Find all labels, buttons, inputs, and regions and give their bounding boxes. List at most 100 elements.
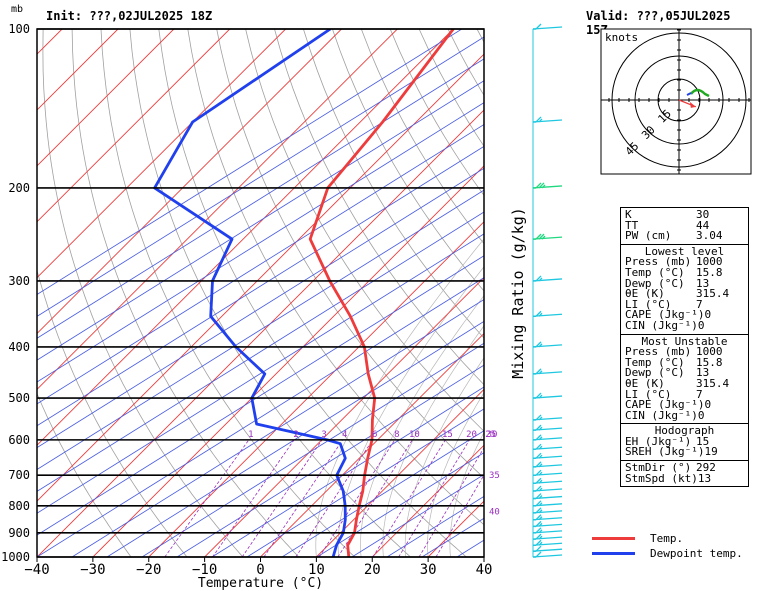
temperature-tick-label: −10 (192, 562, 217, 578)
blue-reference-line (37, 255, 484, 536)
lowest-level-row: CAPE (Jkg⁻¹) 0 (625, 310, 744, 321)
dry-adiabat (129, 29, 411, 557)
lowest-level-value: 1000 (696, 255, 723, 269)
most-unstable-row: θE (K) 315.4 (625, 376, 744, 390)
dry-adiabat (216, 29, 484, 479)
lowest-level-label: Temp (°C) (625, 265, 685, 279)
blue-reference-line (37, 102, 484, 383)
hodograph-label: EH (Jkg⁻¹) (625, 434, 692, 448)
isotherm (260, 332, 484, 557)
plot-frame (36, 28, 485, 558)
isotherm (37, 29, 231, 223)
most-unstable-row: LI (°C) 7 (625, 387, 744, 401)
storm-motion-section: StmDir (°) 292 StmSpd (kt) 13 (621, 461, 748, 486)
isotherm (37, 29, 342, 335)
lowest-level-section: Lowest level Press (mb) 1000 Temp (°C) 15.8… (621, 245, 748, 335)
mixing-ratio-line (398, 439, 470, 557)
wind-barb (532, 533, 563, 540)
dry-adiabat (187, 29, 484, 526)
theta-e-mark-label: 35 (489, 471, 500, 481)
isotherm (37, 29, 175, 167)
valid-time: Valid: ???,05JUL2025 15Z (586, 9, 731, 37)
most-unstable-row: CAPE (Jkg⁻¹) 0 (625, 398, 744, 412)
wind-barb (532, 182, 563, 189)
hodograph-trace (690, 88, 710, 98)
mixing-ratio-tick-label: 8 (394, 430, 399, 440)
wind-barb (532, 341, 563, 348)
wind-barb (532, 514, 563, 521)
wind-barb (532, 507, 563, 514)
wind-barb (532, 545, 563, 552)
mixing-ratio-tick-label: 30 (487, 430, 498, 440)
wind-barb (532, 392, 563, 399)
isotherm (37, 53, 484, 502)
blue-reference-line (141, 342, 484, 557)
blue-reference-line (316, 452, 484, 557)
most-unstable-value: 7 (696, 387, 703, 401)
lowest-level-title: Lowest level (644, 244, 725, 258)
blue-reference-line (37, 145, 484, 427)
lowest-level-value: 13 (696, 276, 710, 290)
mixing-ratio-line (164, 439, 250, 557)
pressure-tick-label: 1000 (1, 550, 30, 564)
wind-barb (532, 452, 563, 459)
lowest-level-value: 15.8 (696, 265, 723, 279)
index-row: K 30 (625, 208, 744, 221)
lowest-level-label: θE (K) (625, 287, 665, 301)
wind-barb (532, 493, 563, 500)
isotherm (37, 109, 484, 557)
index-row: PW (cm) 3.04 (625, 230, 744, 242)
index-value: 30 (696, 208, 710, 221)
legend: Temp. Dewpoint temp. (592, 531, 743, 561)
init-time: Init: ???,02JUL2025 18Z (46, 9, 213, 23)
wind-barb (532, 485, 563, 492)
isotherm (148, 221, 484, 557)
wind-barb (532, 520, 563, 528)
isotherm (316, 388, 484, 557)
pressure-tick-label: 200 (8, 181, 30, 195)
pressure-tick-label: 800 (8, 499, 30, 513)
dry-adiabat (158, 29, 467, 557)
mixing-ratio-axis-label: Mixing Ratio (g/kg) (509, 207, 527, 379)
mixing-ratio-tick-label: 2 (293, 430, 298, 440)
mixing-ratio-tick-label: 25 (485, 430, 496, 440)
wind-barb (532, 424, 563, 431)
theta-e-mark-label: 40 (489, 507, 500, 517)
blue-reference-line (37, 124, 484, 405)
dry-adiabat (37, 268, 188, 557)
wind-barb (532, 434, 563, 441)
hodograph-row: SREH (Jkg⁻¹) 19 (625, 447, 744, 458)
temperature-tick-label: 20 (364, 562, 381, 578)
mixing-ratio-line (435, 474, 484, 557)
storm-motion-row: StmDir (°) 292 (625, 461, 744, 475)
storm-motion-row: StmSpd (kt) 13 (625, 473, 744, 485)
hodograph-section: Hodograph EH (Jkg⁻¹) 15 SREH (Jkg⁻¹) 19 (621, 424, 748, 462)
lowest-level-label: LI (°C) (625, 297, 672, 311)
most-unstable-label: CAPE (Jkg⁻¹) (625, 398, 705, 412)
wind-barb (532, 443, 563, 450)
wind-barb (532, 461, 563, 468)
most-unstable-label: θE (K) (625, 376, 665, 390)
dry-adiabat (37, 392, 132, 557)
pressure-tick-label: 400 (8, 340, 30, 354)
mixing-ratio-tick-label: 15 (442, 430, 453, 440)
lowest-level-row: LI (°C) 7 (625, 297, 744, 311)
blue-reference-line (37, 58, 484, 339)
lowest-level-row: Press (mb) 1000 (625, 257, 744, 268)
storm-motion-value: 292 (696, 461, 716, 475)
temperature-tick-label: −40 (24, 562, 49, 578)
blue-reference-line (37, 36, 484, 317)
moist-adiabat (315, 238, 484, 557)
mixing-ratio-tick-label: 1 (248, 430, 253, 440)
lowest-level-row: CIN (Jkg⁻¹) 0 (625, 320, 744, 332)
mixing-ratio-line (418, 446, 484, 557)
hodograph-value: 19 (704, 445, 718, 459)
wind-barb (532, 23, 563, 30)
temperature-tick-label: 40 (476, 562, 493, 578)
wind-barb (532, 414, 563, 421)
isotherm (37, 29, 398, 391)
mixing-ratio-tick-label: 6 (372, 430, 377, 440)
wind-barb (532, 368, 563, 375)
most-unstable-label: Dewp (°C) (625, 366, 685, 380)
storm-motion-label: StmDir (°) (625, 461, 692, 475)
